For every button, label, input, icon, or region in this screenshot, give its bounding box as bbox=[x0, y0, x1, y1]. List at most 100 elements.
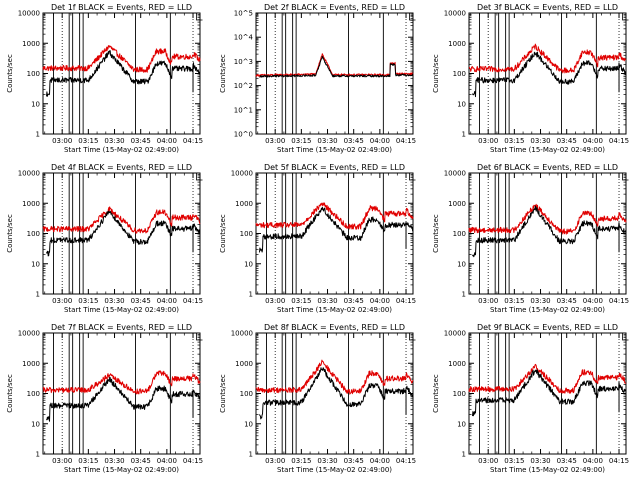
chart-panel-9: Det 9f BLACK = Events, RED = LLD Counts/s… bbox=[432, 323, 629, 474]
x-tick-label: 03:00 bbox=[478, 137, 498, 145]
series-line-lld bbox=[42, 206, 201, 234]
y-tick-label: 1000 bbox=[448, 360, 466, 368]
chart-title: Det 2f BLACK = Events, RED = LLD bbox=[264, 3, 405, 12]
chart-title: Det 9f BLACK = Events, RED = LLD bbox=[477, 323, 618, 332]
y-axis-label: Counts/sec bbox=[6, 54, 14, 93]
series-line-lld bbox=[255, 53, 414, 77]
y-axis-label: Counts/sec bbox=[6, 374, 14, 413]
x-tick-label: 03:15 bbox=[78, 137, 98, 145]
x-tick-label: 03:15 bbox=[504, 137, 524, 145]
y-tick-label: 10000 bbox=[18, 330, 40, 338]
x-tick-label: 03:00 bbox=[265, 297, 285, 305]
x-tick-label: 04:00 bbox=[157, 297, 177, 305]
x-tick-label: 03:45 bbox=[131, 297, 151, 305]
y-tick-label: 10 bbox=[31, 100, 40, 108]
plot-frame bbox=[468, 332, 627, 455]
y-tick-label: 10^4 bbox=[234, 34, 254, 42]
series-line-events bbox=[259, 206, 414, 253]
y-tick-label: 10^3 bbox=[234, 58, 253, 66]
x-tick-label: 04:15 bbox=[183, 137, 203, 145]
y-tick-label: 100 bbox=[453, 70, 466, 78]
x-tick-label: 03:30 bbox=[104, 457, 124, 465]
series-line-lld bbox=[255, 359, 414, 395]
bracket-marker bbox=[409, 333, 416, 341]
x-axis-label: Start Time (15-May-02 02:49:00) bbox=[277, 306, 392, 314]
plot-frame bbox=[468, 172, 627, 295]
y-axis-label: Counts/sec bbox=[219, 214, 227, 253]
y-tick-label: 10000 bbox=[231, 170, 253, 178]
x-tick-label: 03:00 bbox=[52, 137, 72, 145]
y-tick-label: 1000 bbox=[448, 40, 466, 48]
y-tick-label: 1000 bbox=[235, 360, 253, 368]
y-tick-label: 10000 bbox=[18, 170, 40, 178]
x-tick-label: 03:15 bbox=[291, 137, 311, 145]
x-tick-label: 04:00 bbox=[370, 297, 390, 305]
series-line-lld bbox=[255, 202, 414, 230]
x-tick-label: 03:45 bbox=[557, 297, 577, 305]
chart-title: Det 4f BLACK = Events, RED = LLD bbox=[51, 163, 192, 172]
y-axis-label: Counts/sec bbox=[432, 54, 440, 93]
x-tick-label: 04:15 bbox=[396, 297, 416, 305]
x-tick-label: 03:00 bbox=[478, 457, 498, 465]
chart-panel-7: Det 7f BLACK = Events, RED = LLD Counts/s… bbox=[6, 323, 203, 474]
chart-panel-8: Det 8f BLACK = Events, RED = LLD Counts/s… bbox=[219, 323, 416, 474]
y-tick-label: 10 bbox=[457, 420, 466, 428]
y-axis-label: Counts/sec bbox=[6, 214, 14, 253]
y-axis-label: Counts/sec bbox=[432, 374, 440, 413]
y-tick-label: 10 bbox=[457, 260, 466, 268]
x-axis-label: Start Time (15-May-02 02:49:00) bbox=[490, 466, 605, 474]
chart-title: Det 7f BLACK = Events, RED = LLD bbox=[51, 323, 192, 332]
series-line-events bbox=[46, 50, 201, 97]
x-axis-label: Start Time (15-May-02 02:49:00) bbox=[277, 466, 392, 474]
x-tick-label: 03:45 bbox=[557, 457, 577, 465]
y-tick-label: 10000 bbox=[444, 330, 466, 338]
y-tick-label: 10000 bbox=[231, 330, 253, 338]
plot-frame bbox=[468, 12, 627, 135]
series-line-events bbox=[46, 376, 201, 422]
y-tick-label: 1000 bbox=[22, 40, 40, 48]
chart-title: Det 8f BLACK = Events, RED = LLD bbox=[264, 323, 405, 332]
y-tick-label: 100 bbox=[453, 230, 466, 238]
x-tick-label: 04:15 bbox=[183, 457, 203, 465]
x-tick-label: 04:15 bbox=[396, 137, 416, 145]
x-tick-label: 03:15 bbox=[291, 297, 311, 305]
x-tick-label: 04:15 bbox=[609, 297, 629, 305]
x-tick-label: 03:15 bbox=[78, 297, 98, 305]
y-tick-label: 10000 bbox=[444, 170, 466, 178]
plot-frame bbox=[255, 172, 414, 295]
y-tick-label: 1 bbox=[462, 131, 466, 139]
x-tick-label: 04:15 bbox=[609, 457, 629, 465]
y-tick-label: 1 bbox=[462, 291, 466, 299]
x-tick-label: 03:15 bbox=[78, 457, 98, 465]
y-tick-label: 1 bbox=[249, 451, 253, 459]
y-tick-label: 10000 bbox=[444, 10, 466, 18]
chart-panel-5: Det 5f BLACK = Events, RED = LLD Counts/s… bbox=[219, 163, 416, 314]
y-tick-label: 10^0 bbox=[234, 131, 253, 139]
chart-panel-6: Det 6f BLACK = Events, RED = LLD Counts/s… bbox=[432, 163, 629, 314]
series-line-events bbox=[259, 367, 414, 420]
x-tick-label: 03:15 bbox=[504, 297, 524, 305]
y-tick-label: 1 bbox=[36, 291, 40, 299]
x-tick-label: 04:00 bbox=[157, 137, 177, 145]
x-axis-label: Start Time (15-May-02 02:49:00) bbox=[490, 306, 605, 314]
y-tick-label: 10000 bbox=[18, 10, 40, 18]
chart-title: Det 6f BLACK = Events, RED = LLD bbox=[477, 163, 618, 172]
x-tick-label: 04:15 bbox=[609, 137, 629, 145]
plot-frame bbox=[42, 172, 201, 295]
x-tick-label: 04:15 bbox=[396, 457, 416, 465]
x-tick-label: 04:00 bbox=[157, 457, 177, 465]
x-tick-label: 03:30 bbox=[317, 137, 337, 145]
series-line-lld bbox=[42, 370, 201, 395]
bracket-marker bbox=[409, 173, 416, 181]
series-line-events bbox=[472, 205, 627, 258]
x-tick-label: 03:15 bbox=[504, 457, 524, 465]
x-axis-label: Start Time (15-May-02 02:49:00) bbox=[64, 306, 179, 314]
x-tick-label: 03:30 bbox=[104, 297, 124, 305]
y-tick-label: 1 bbox=[36, 131, 40, 139]
series-line-events bbox=[472, 369, 627, 417]
x-tick-label: 04:00 bbox=[370, 457, 390, 465]
x-tick-label: 03:00 bbox=[265, 137, 285, 145]
series-line-events bbox=[259, 55, 414, 78]
chart-panel-1: Det 1f BLACK = Events, RED = LLD Counts/s… bbox=[6, 3, 203, 154]
bracket-marker bbox=[409, 13, 416, 21]
